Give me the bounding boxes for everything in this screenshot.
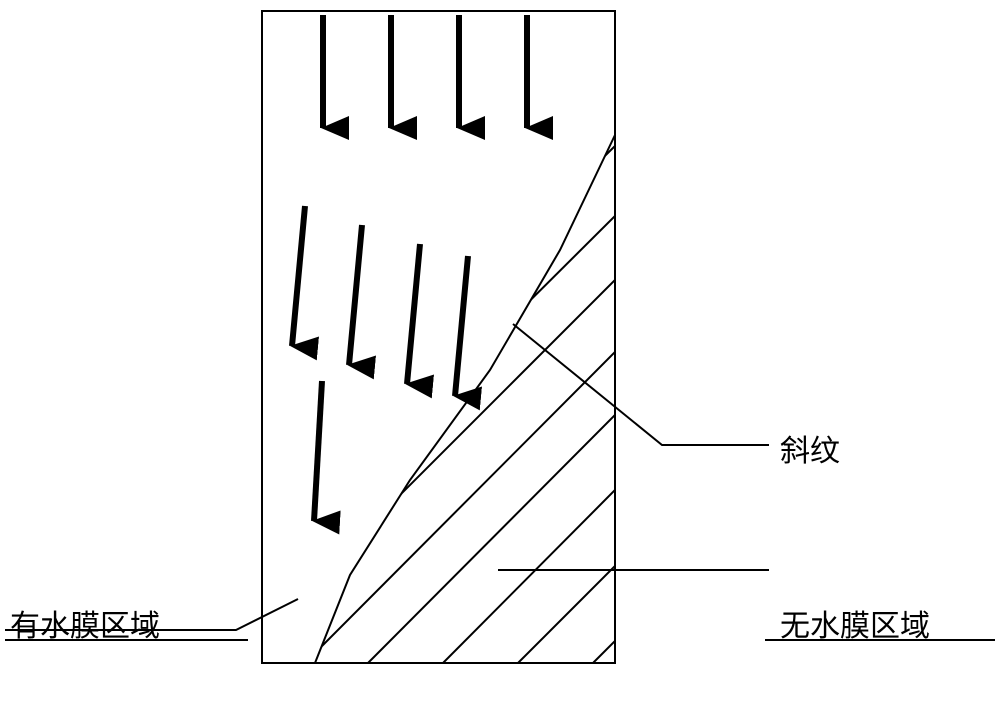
label-dry-region: 无水膜区域 <box>780 601 930 645</box>
label-twill: 斜纹 <box>780 426 840 470</box>
diagram-canvas <box>0 0 1000 703</box>
label-wet-region: 有水膜区域 <box>10 601 160 645</box>
